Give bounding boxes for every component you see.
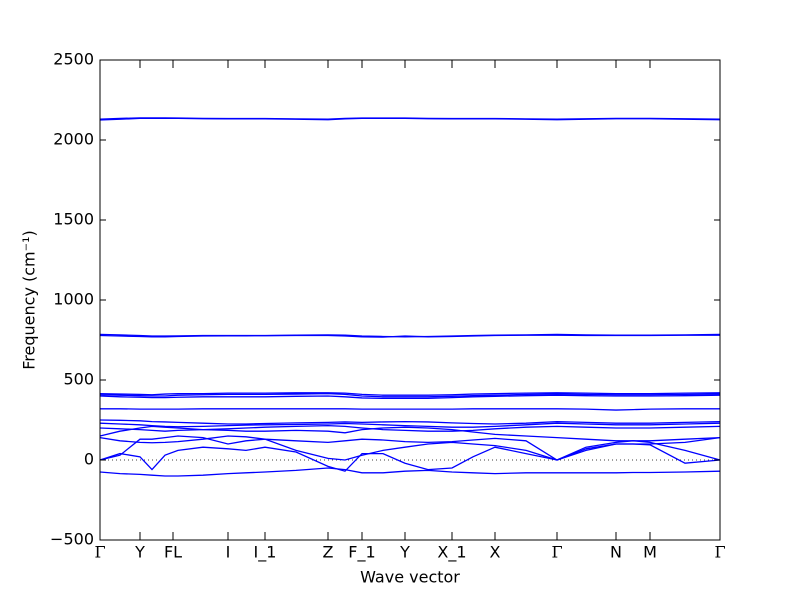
x-tick-label: Γ bbox=[94, 543, 105, 562]
x-axis-label: Wave vector bbox=[360, 568, 460, 587]
x-tick-label: Z bbox=[323, 543, 334, 562]
band-line bbox=[99, 467, 721, 477]
y-tick-label: 0 bbox=[84, 450, 94, 469]
x-tick-label: Y bbox=[134, 543, 145, 562]
x-tick-label: FL bbox=[164, 543, 182, 562]
band-line bbox=[99, 440, 721, 472]
band-line bbox=[99, 425, 721, 442]
y-axis-label: Frequency (cm⁻¹) bbox=[20, 230, 39, 369]
band-line bbox=[99, 392, 721, 398]
band-line bbox=[99, 334, 720, 338]
band-line bbox=[99, 422, 721, 428]
x-tick-label: I bbox=[226, 543, 231, 562]
y-tick-label: 1500 bbox=[53, 210, 94, 229]
x-tick-label: I_1 bbox=[254, 543, 277, 563]
band-line bbox=[99, 117, 721, 120]
x-tick-label: X bbox=[490, 543, 501, 562]
x-tick-label: Y bbox=[399, 543, 410, 562]
x-tick-label: X_1 bbox=[437, 543, 466, 563]
band-line bbox=[99, 435, 721, 464]
y-tick-label: 1000 bbox=[53, 290, 94, 309]
x-tick-label: M bbox=[643, 543, 657, 562]
y-tick-label: −500 bbox=[50, 530, 94, 549]
band-line bbox=[99, 435, 721, 461]
band-line bbox=[100, 408, 720, 411]
y-tick-label: 2500 bbox=[53, 50, 94, 69]
y-tick-label: 2000 bbox=[53, 130, 94, 149]
x-tick-label: Γ bbox=[714, 543, 725, 562]
band-line bbox=[99, 394, 721, 400]
x-tick-label: N bbox=[610, 543, 622, 562]
y-tick-label: 500 bbox=[63, 370, 94, 389]
x-tick-label: Γ bbox=[551, 543, 562, 562]
x-tick-label: F_1 bbox=[348, 543, 375, 563]
band-line bbox=[99, 392, 721, 396]
band-line bbox=[99, 419, 721, 425]
